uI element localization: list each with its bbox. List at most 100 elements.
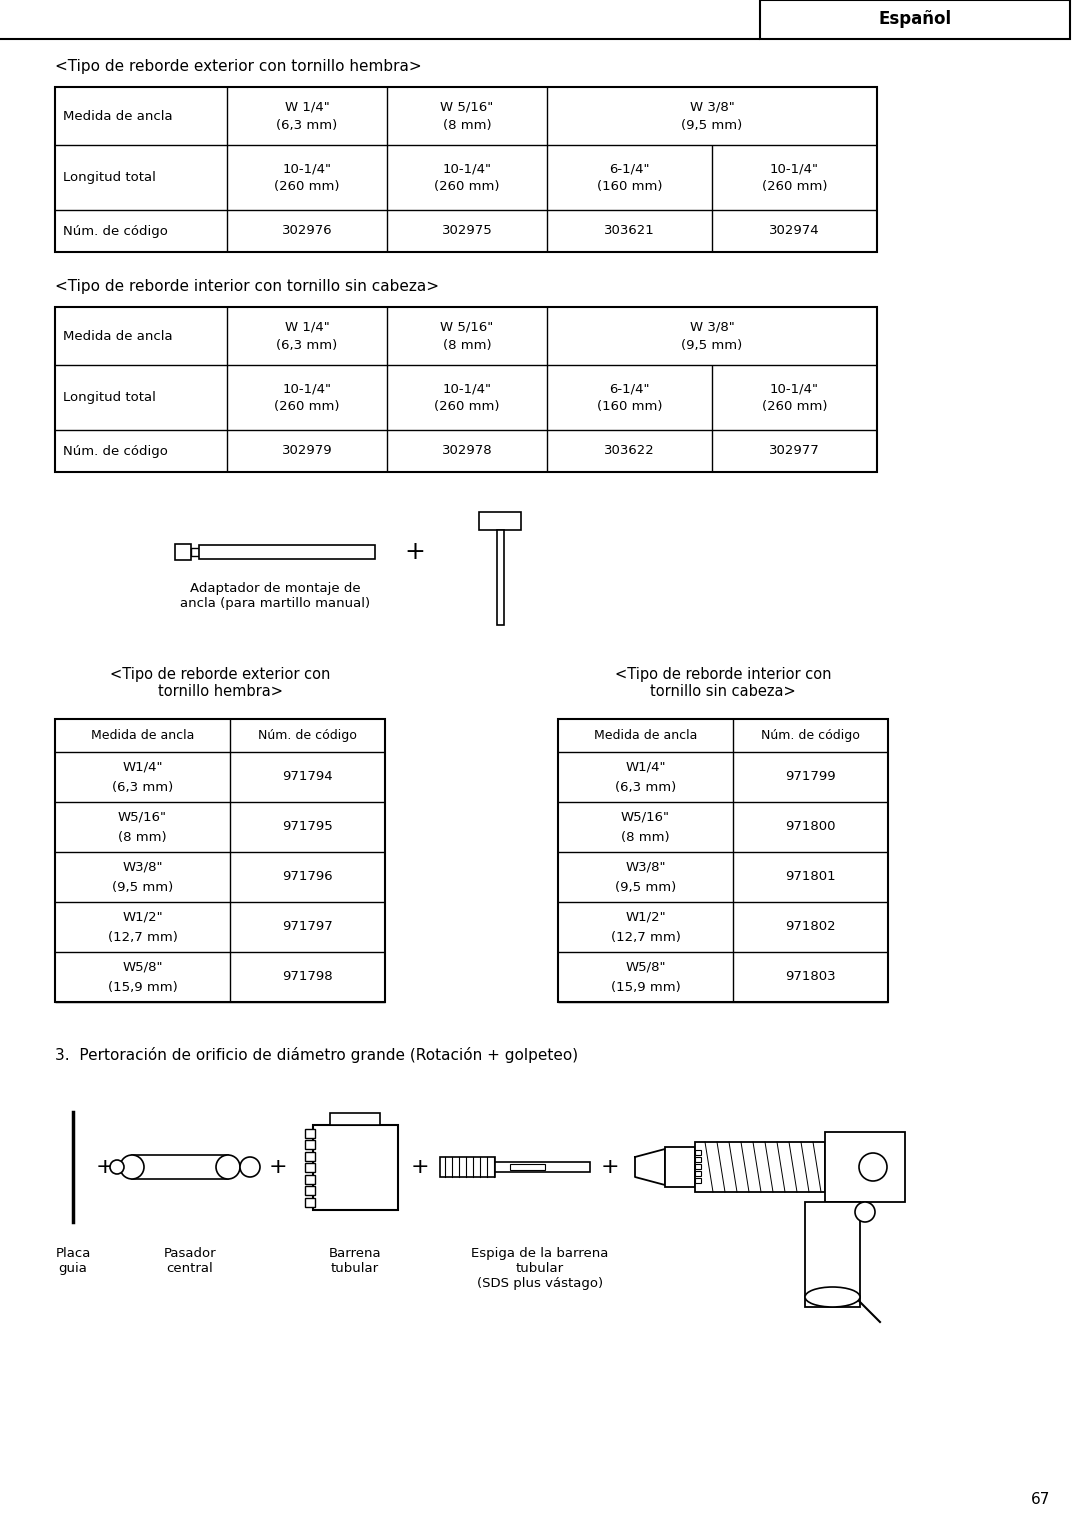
Text: +: + [600,1157,619,1177]
Text: W1/4": W1/4" [122,760,163,774]
Bar [696,1177,701,1183]
Bar [305,1141,314,1148]
Text: 302977: 302977 [769,445,820,457]
Text: Barrena
tubular: Barrena tubular [328,1248,381,1275]
Text: <Tipo de reborde interior con
tornillo sin cabeza>: <Tipo de reborde interior con tornillo s… [615,667,832,699]
Text: 971800: 971800 [785,821,836,833]
Bar [305,1164,314,1173]
Text: Núm. de código: Núm. de código [258,729,356,742]
Text: (8 mm): (8 mm) [118,830,166,844]
Bar [305,1174,314,1183]
Ellipse shape [805,1287,860,1307]
Text: W5/8": W5/8" [625,960,665,974]
Text: (260 mm): (260 mm) [274,180,340,193]
Bar [55,307,877,472]
Text: W1/2": W1/2" [625,910,665,924]
Text: +: + [405,540,426,564]
Text: Pasador
central: Pasador central [164,1248,216,1275]
Text: (260 mm): (260 mm) [761,401,827,413]
Text: 302974: 302974 [769,225,820,237]
Text: 10-1/4": 10-1/4" [283,162,332,174]
Text: 3.  Pertoración de orificio de diámetro grande (Rotación + golpeteo): 3. Pertoración de orificio de diámetro g… [55,1047,578,1063]
Text: W1/2": W1/2" [122,910,163,924]
Text: <Tipo de reborde exterior con
tornillo hembra>: <Tipo de reborde exterior con tornillo h… [110,667,330,699]
Ellipse shape [120,1154,144,1179]
Bar [760,0,1070,40]
Bar [696,1150,701,1154]
Text: 302975: 302975 [442,225,492,237]
Text: 971795: 971795 [282,821,333,833]
Text: Medida de ancla: Medida de ancla [63,110,173,122]
Text: 10-1/4": 10-1/4" [770,382,819,394]
Bar [696,1142,825,1193]
Text: (8 mm): (8 mm) [443,338,491,352]
Text: (8 mm): (8 mm) [621,830,670,844]
Text: 10-1/4": 10-1/4" [283,382,332,394]
Text: Núm. de código: Núm. de código [761,729,860,742]
Bar [55,87,877,252]
Polygon shape [635,1148,665,1185]
Text: Núm. de código: Núm. de código [63,445,167,457]
Text: W5/8": W5/8" [122,960,163,974]
Text: 971799: 971799 [785,771,836,783]
Text: +: + [410,1157,430,1177]
Text: 971801: 971801 [785,870,836,884]
Text: Medida de ancla: Medida de ancla [63,330,173,342]
Text: W 3/8": W 3/8" [690,101,734,113]
Text: W 1/4": W 1/4" [285,101,329,113]
Text: (6,3 mm): (6,3 mm) [276,119,338,131]
Bar [199,544,375,560]
Text: W 3/8": W 3/8" [690,321,734,333]
Text: (260 mm): (260 mm) [434,401,500,413]
Bar [805,1202,860,1307]
Text: (12,7 mm): (12,7 mm) [610,931,680,943]
Text: 302978: 302978 [442,445,492,457]
Text: 6-1/4": 6-1/4" [609,162,650,174]
Text: 10-1/4": 10-1/4" [443,382,491,394]
Ellipse shape [110,1161,124,1174]
Text: W 5/16": W 5/16" [441,321,494,333]
Bar [696,1171,701,1176]
Text: <Tipo de reborde interior con tornillo sin cabeza>: <Tipo de reborde interior con tornillo s… [55,280,438,295]
Text: W1/4": W1/4" [625,760,665,774]
Text: 971796: 971796 [282,870,333,884]
Text: 10-1/4": 10-1/4" [770,162,819,174]
Text: Medida de ancla: Medida de ancla [91,729,194,742]
Text: W5/16": W5/16" [118,810,167,824]
Text: (260 mm): (260 mm) [761,180,827,193]
Bar [825,1131,905,1202]
Bar [175,544,191,560]
Ellipse shape [855,1202,875,1222]
Text: Adaptador de montaje de
ancla (para martillo manual): Adaptador de montaje de ancla (para mart… [180,583,370,610]
Text: (260 mm): (260 mm) [274,401,340,413]
Text: 10-1/4": 10-1/4" [443,162,491,174]
Text: (6,3 mm): (6,3 mm) [276,338,338,352]
Bar [55,719,384,1001]
Text: W 1/4": W 1/4" [285,321,329,333]
Text: +: + [269,1157,287,1177]
Text: 971802: 971802 [785,920,836,934]
Ellipse shape [240,1157,260,1177]
Text: Medida de ancla: Medida de ancla [594,729,698,742]
Text: 971797: 971797 [282,920,333,934]
Text: 302976: 302976 [282,225,333,237]
Bar [440,1157,495,1177]
Text: 971803: 971803 [785,971,836,983]
Bar [191,547,199,557]
Text: Longitud total: Longitud total [63,171,156,183]
Text: 971798: 971798 [282,971,333,983]
Text: (8 mm): (8 mm) [443,119,491,131]
Text: (6,3 mm): (6,3 mm) [112,780,173,794]
Text: (160 mm): (160 mm) [597,180,662,193]
Text: (9,5 mm): (9,5 mm) [681,338,743,352]
Text: (9,5 mm): (9,5 mm) [681,119,743,131]
Text: W5/16": W5/16" [621,810,670,824]
Bar [330,1113,380,1124]
Text: (160 mm): (160 mm) [597,401,662,413]
Text: +: + [96,1157,114,1177]
Text: Espiga de la barrena
tubular
(SDS plus vástago): Espiga de la barrena tubular (SDS plus v… [471,1248,609,1290]
Text: 67: 67 [1030,1492,1050,1508]
Bar [497,531,503,625]
Text: (12,7 mm): (12,7 mm) [108,931,177,943]
Ellipse shape [859,1153,887,1180]
